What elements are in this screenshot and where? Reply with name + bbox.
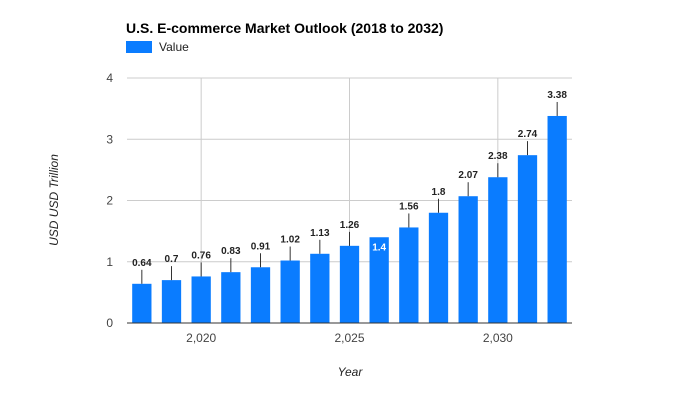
bar [161,280,182,323]
y-tick-label: 4 [106,71,113,85]
y-tick-label: 1 [106,255,113,269]
data-label: 1.26 [340,220,360,231]
y-tick-label: 3 [106,132,113,146]
bar [488,177,508,323]
x-axis-title: Year [338,365,364,379]
data-label: 3.38 [547,90,567,101]
data-label: 1.56 [399,201,419,212]
data-label: 0.64 [132,258,152,269]
bar [310,253,330,323]
bar [399,227,419,323]
x-tick-label: 2,025 [334,331,364,345]
bars [132,115,567,323]
bar [191,276,211,323]
y-axis-title: USD USD Trillion [47,154,61,246]
data-label: 0.76 [191,250,211,261]
legend-label: Value [159,40,189,54]
bar [428,212,449,323]
data-label: 0.91 [251,241,271,252]
bar [517,155,538,323]
y-tick-label: 2 [106,194,113,208]
data-label: 1.4 [372,242,386,253]
y-axis-ticks: 0 1 2 3 4 [106,71,113,330]
y-tick-label: 0 [106,316,113,330]
data-label: 1.13 [310,228,330,239]
data-label: 0.7 [165,254,179,265]
x-tick-label: 2,020 [186,331,216,345]
bar [132,283,152,323]
data-label: 2.74 [518,129,538,140]
data-label: 1.8 [432,187,446,198]
bar [369,237,389,323]
x-tick-label: 2,030 [483,331,513,345]
x-axis-ticks: 2,020 2,025 2,030 [186,331,513,345]
bar [458,196,478,323]
data-label: 2.38 [488,151,508,162]
data-label: 2.07 [458,170,478,181]
legend: Value [126,40,189,54]
bar [221,272,241,323]
legend-swatch [126,41,152,53]
chart-title: U.S. E-commerce Market Outlook (2018 to … [126,20,443,36]
data-labels: 0.64 0.7 0.76 0.83 0.91 1.02 1.13 1.26 1.4 1.56 1.… [132,90,567,284]
bar [280,260,300,323]
data-label: 1.02 [280,235,300,246]
data-label: 0.83 [221,246,241,257]
bar [250,267,271,323]
bar [547,115,567,323]
bar [339,245,360,323]
